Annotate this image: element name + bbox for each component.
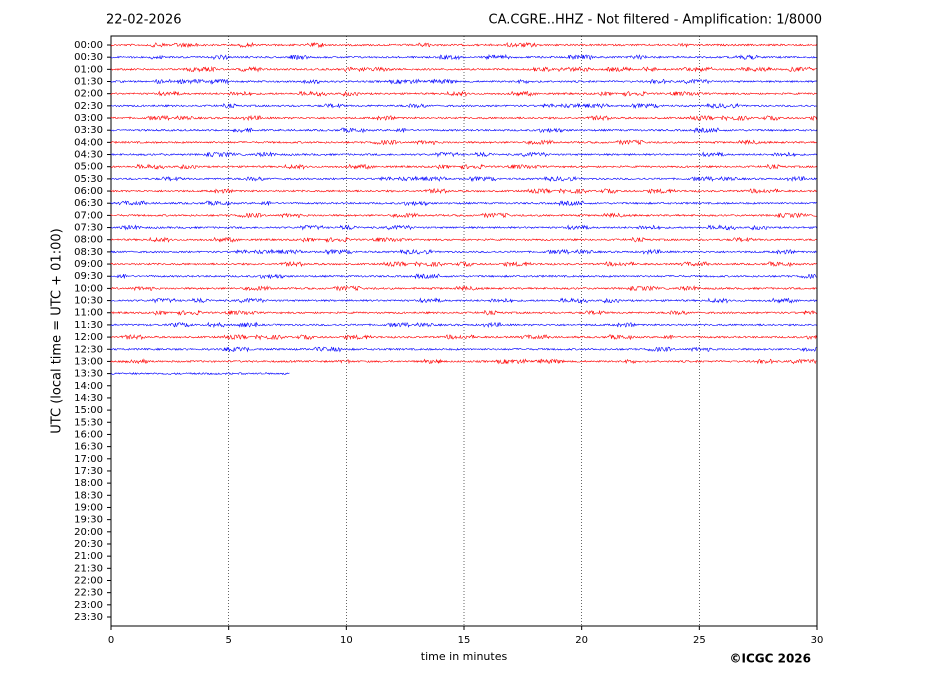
y-tick-label: 16:30 xyxy=(74,442,103,453)
y-tick-label: 02:00 xyxy=(74,89,103,100)
y-axis-label: UTC (local time = UTC + 01:00) xyxy=(50,228,65,433)
seismic-trace xyxy=(110,200,817,207)
seismic-trace xyxy=(110,53,817,61)
y-tick-label: 13:00 xyxy=(74,356,103,367)
y-tick-label: 09:00 xyxy=(74,259,103,270)
seismic-trace xyxy=(110,41,817,49)
y-tick-label: 07:30 xyxy=(74,223,103,234)
seismic-trace xyxy=(110,321,817,329)
y-tick-label: 13:30 xyxy=(74,369,103,380)
x-tick-label: 5 xyxy=(225,635,231,646)
credit: ©ICGC 2026 xyxy=(729,652,811,666)
x-tick-label: 10 xyxy=(340,635,353,646)
y-tick-label: 23:00 xyxy=(74,600,103,611)
y-tick-label: 22:00 xyxy=(74,575,103,586)
x-tick-label: 30 xyxy=(811,635,824,646)
y-tick-label: 10:00 xyxy=(74,283,103,294)
seismic-trace xyxy=(110,224,817,231)
y-tick-label: 10:30 xyxy=(74,296,103,307)
y-tick-label: 17:30 xyxy=(74,466,103,477)
seismic-trace xyxy=(110,66,817,73)
y-tick-label: 23:30 xyxy=(74,612,103,623)
y-tick-label: 05:00 xyxy=(74,162,103,173)
seismic-trace xyxy=(110,358,817,365)
y-tick-label: 16:00 xyxy=(74,429,103,440)
y-tick-label: 00:00 xyxy=(74,40,103,51)
y-tick-label: 18:00 xyxy=(74,478,103,489)
y-tick-label: 03:00 xyxy=(74,113,103,124)
y-tick-label: 11:00 xyxy=(74,308,103,319)
y-tick-label: 03:30 xyxy=(74,125,103,136)
seismic-trace xyxy=(110,236,817,243)
y-tick-label: 15:00 xyxy=(74,405,103,416)
y-tick-label: 11:30 xyxy=(74,320,103,331)
seismic-trace xyxy=(110,333,817,341)
y-tick-label: 02:30 xyxy=(74,101,103,112)
y-tick-label: 18:30 xyxy=(74,490,103,501)
y-tick-label: 20:30 xyxy=(74,539,103,550)
seismic-trace xyxy=(110,297,817,304)
y-tick-label: 14:00 xyxy=(74,381,103,392)
seismic-trace xyxy=(110,346,817,353)
seismic-trace xyxy=(110,309,817,316)
y-tick-label: 08:30 xyxy=(74,247,103,258)
x-tick-label: 0 xyxy=(108,635,114,646)
y-tick-label: 21:00 xyxy=(74,551,103,562)
seismic-trace xyxy=(110,260,817,268)
y-tick-label: 09:30 xyxy=(74,271,103,282)
y-tick-label: 20:00 xyxy=(74,527,103,538)
y-tick-label: 01:00 xyxy=(74,64,103,75)
seismic-trace xyxy=(110,212,817,219)
seismic-trace xyxy=(110,90,817,97)
y-tick-label: 12:00 xyxy=(74,332,103,343)
date: 22-02-2026 xyxy=(106,13,182,28)
y-tick-label: 19:00 xyxy=(74,502,103,513)
seismic-trace xyxy=(110,285,817,292)
y-tick-label: 22:30 xyxy=(74,588,103,599)
seismic-trace xyxy=(110,175,817,183)
seismic-trace xyxy=(110,151,817,158)
y-tick-label: 14:30 xyxy=(74,393,103,404)
seismic-trace xyxy=(110,78,817,85)
y-tick-label: 00:30 xyxy=(74,52,103,63)
y-tick-label: 08:00 xyxy=(74,235,103,246)
y-tick-label: 04:30 xyxy=(74,150,103,161)
x-axis-label: time in minutes xyxy=(421,650,508,663)
x-tick-label: 15 xyxy=(458,635,471,646)
x-tick-label: 20 xyxy=(575,635,588,646)
y-tick-label: 06:30 xyxy=(74,198,103,209)
seismic-trace xyxy=(110,127,817,134)
seismic-trace xyxy=(110,163,817,170)
y-tick-label: 01:30 xyxy=(74,77,103,88)
x-tick-label: 25 xyxy=(693,635,706,646)
y-tick-label: 07:00 xyxy=(74,210,103,221)
y-tick-label: 04:00 xyxy=(74,137,103,148)
seismic-trace xyxy=(110,372,290,376)
y-tick-label: 19:30 xyxy=(74,515,103,526)
seismic-trace xyxy=(110,187,817,195)
seismic-trace xyxy=(110,273,817,280)
y-tick-label: 17:00 xyxy=(74,454,103,465)
y-tick-label: 05:30 xyxy=(74,174,103,185)
y-tick-label: 12:30 xyxy=(74,344,103,355)
y-tick-label: 06:00 xyxy=(74,186,103,197)
y-tick-label: 21:30 xyxy=(74,563,103,574)
seismic-trace xyxy=(110,102,817,110)
chart-title: CA.CGRE..HHZ - Not filtered - Amplificat… xyxy=(489,13,823,28)
y-tick-label: 15:30 xyxy=(74,417,103,428)
seismic-trace xyxy=(110,114,817,122)
seismic-trace xyxy=(110,248,817,256)
seismic-trace xyxy=(110,139,817,146)
